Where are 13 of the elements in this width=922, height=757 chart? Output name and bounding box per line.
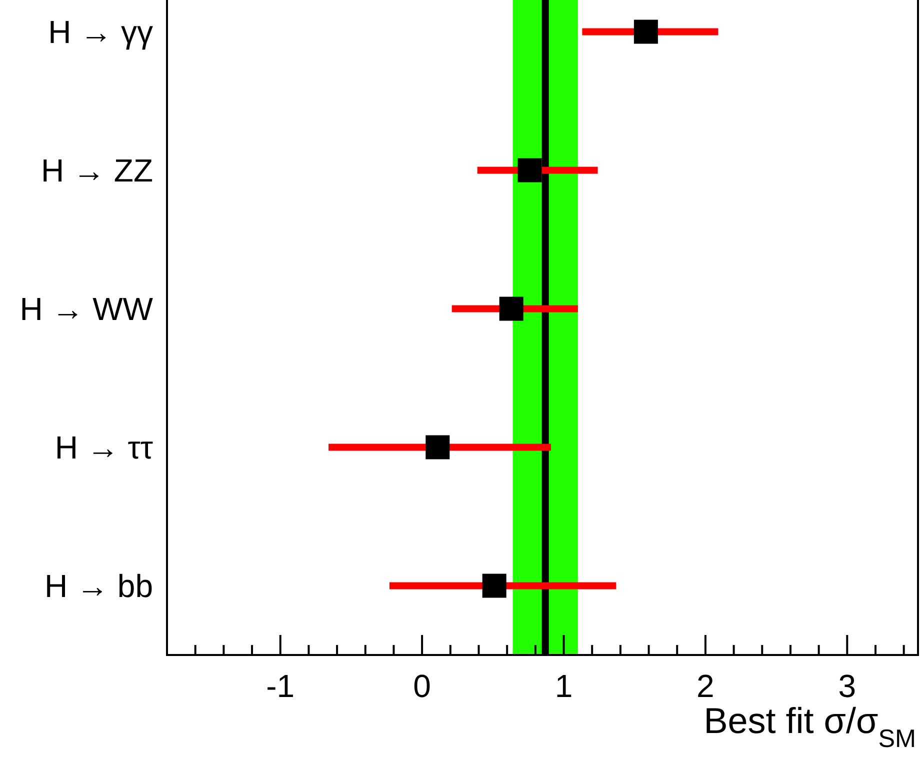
- x-tick-label: 0: [413, 668, 431, 704]
- point: [499, 296, 524, 321]
- x-tick-label: 1: [554, 668, 573, 704]
- point: [518, 158, 542, 182]
- y-tick-label: H → γγ: [48, 14, 153, 50]
- point: [634, 20, 658, 44]
- x-tick-label: -1: [266, 668, 295, 704]
- y-tick-label: H → ZZ: [41, 152, 153, 188]
- point: [426, 435, 450, 460]
- point: [482, 574, 506, 598]
- y-tick-label: H → WW: [20, 290, 154, 327]
- y-tick-label: H → bb: [44, 568, 153, 604]
- y-tick-label: H → ττ: [54, 429, 154, 466]
